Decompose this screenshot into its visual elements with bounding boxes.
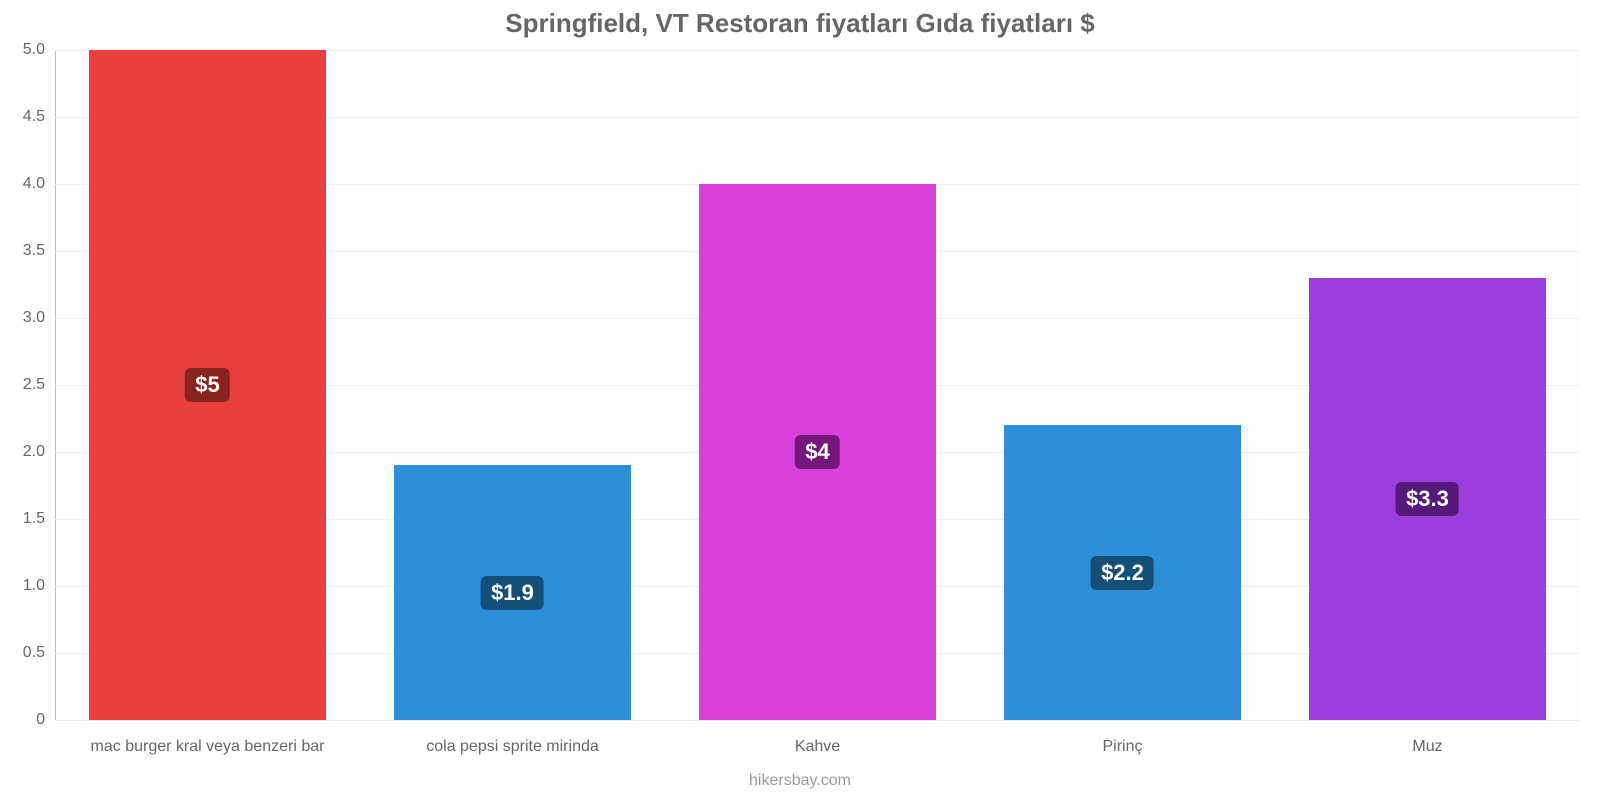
- x-axis-label: Muz: [1412, 738, 1442, 756]
- value-badge: $3.3: [1396, 482, 1459, 516]
- grid-line: [55, 720, 1580, 721]
- bar: $1.9: [394, 465, 632, 720]
- bar-chart: Springfield, VT Restoran fiyatları Gıda …: [0, 0, 1600, 800]
- value-badge: $4: [795, 435, 839, 469]
- bar: $4: [699, 184, 937, 720]
- y-tick-label: 0.5: [23, 644, 55, 662]
- value-badge: $1.9: [481, 576, 544, 610]
- value-badge: $5: [185, 368, 229, 402]
- y-tick-label: 4.0: [23, 175, 55, 193]
- y-tick-label: 1.5: [23, 510, 55, 528]
- y-tick-label: 0: [36, 711, 55, 729]
- bar: $2.2: [1004, 425, 1242, 720]
- y-tick-label: 2.5: [23, 376, 55, 394]
- x-axis-label: Kahve: [795, 738, 840, 756]
- y-tick-label: 1.0: [23, 577, 55, 595]
- y-tick-label: 3.0: [23, 309, 55, 327]
- y-tick-label: 4.5: [23, 108, 55, 126]
- chart-title: Springfield, VT Restoran fiyatları Gıda …: [0, 8, 1600, 39]
- bar: $5: [89, 50, 327, 720]
- y-tick-label: 5.0: [23, 41, 55, 59]
- plot-area: 00.51.01.52.02.53.03.54.04.55.0$5$1.9$4$…: [55, 50, 1580, 720]
- x-axis-label: cola pepsi sprite mirinda: [426, 738, 599, 756]
- x-axis-label: Pirinç: [1102, 738, 1142, 756]
- bar: $3.3: [1309, 278, 1547, 720]
- chart-footer: hikersbay.com: [0, 772, 1600, 790]
- x-axis-label: mac burger kral veya benzeri bar: [91, 738, 325, 756]
- bars-layer: $5 $1.9 $4 $2.2 $3.3: [55, 50, 1580, 720]
- value-badge: $2.2: [1091, 556, 1154, 590]
- y-tick-label: 2.0: [23, 443, 55, 461]
- y-tick-label: 3.5: [23, 242, 55, 260]
